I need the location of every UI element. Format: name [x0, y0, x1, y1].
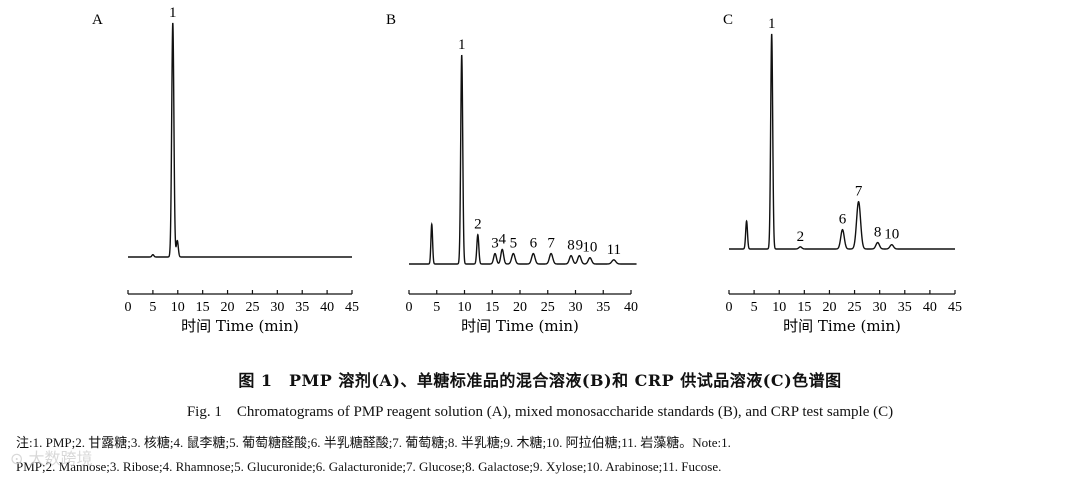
chromatogram-trace	[729, 33, 955, 250]
x-tick-label: 20	[513, 300, 527, 315]
x-tick-label: 25	[245, 300, 259, 315]
figure-note-line-1: 注:1. PMP;2. 甘露糖;3. 核糖;4. 鼠李糖;5. 葡萄糖醛酸;6.…	[16, 435, 731, 450]
x-tick-label: 30	[569, 300, 583, 315]
peak-label: 1	[768, 16, 776, 32]
x-tick-label: 20	[221, 300, 235, 315]
x-tick-label: 5	[751, 300, 758, 315]
x-tick-label: 45	[948, 300, 962, 315]
peak-label: 6	[839, 212, 847, 228]
chromatogram-trace	[128, 22, 352, 258]
x-tick-label: 15	[797, 300, 811, 315]
peak-label: 1	[169, 5, 177, 21]
peak-label: 4	[498, 231, 506, 247]
peak-label: 6	[530, 236, 538, 252]
x-tick-label: 40	[320, 300, 334, 315]
x-tick-label: 30	[270, 300, 284, 315]
peak-label: 7	[547, 236, 555, 252]
x-axis-title: 时间 Time (min)	[181, 317, 299, 335]
peak-label: 1	[458, 37, 466, 53]
peak-label: 3	[491, 236, 499, 252]
peak-label: 2	[797, 229, 805, 245]
x-tick-label: 15	[196, 300, 210, 315]
watermark-logo: ⊙ 大数跨境	[10, 449, 93, 468]
peak-label: 7	[855, 184, 863, 200]
peak-label: 2	[474, 217, 482, 233]
panel-label: C	[723, 12, 733, 28]
x-tick-label: 0	[406, 300, 413, 315]
figure-caption-english: Fig. 1 Chromatograms of PMP reagent solu…	[186, 404, 894, 420]
x-tick-label: 10	[458, 300, 472, 315]
x-tick-label: 40	[923, 300, 937, 315]
chromatogram-trace	[409, 54, 637, 265]
x-tick-label: 15	[485, 300, 499, 315]
x-tick-label: 5	[433, 300, 440, 315]
peak-label: 10	[582, 240, 597, 256]
x-tick-label: 0	[125, 300, 132, 315]
panel-label: B	[386, 12, 396, 28]
x-tick-label: 25	[541, 300, 555, 315]
x-tick-label: 10	[171, 300, 185, 315]
x-tick-label: 40	[624, 300, 638, 315]
x-tick-label: 35	[295, 300, 309, 315]
peak-label: 11	[607, 242, 621, 258]
x-tick-label: 35	[596, 300, 610, 315]
x-tick-label: 30	[873, 300, 887, 315]
peak-label: 10	[884, 227, 899, 243]
x-tick-label: 35	[898, 300, 912, 315]
figure-caption-chinese: 图 1 PMP 溶剂(A)、单糖标准品的混合溶液(B)和 CRP 供试品溶液(C…	[238, 371, 842, 390]
figure-note-line-2: PMP;2. Mannose;3. Ribose;4. Rhamnose;5. …	[16, 459, 722, 474]
x-tick-label: 10	[772, 300, 786, 315]
x-tick-label: 45	[345, 300, 359, 315]
x-axis-title: 时间 Time (min)	[783, 317, 901, 335]
x-tick-label: 0	[726, 300, 733, 315]
peak-label: 5	[510, 236, 518, 252]
x-axis-title: 时间 Time (min)	[461, 317, 579, 335]
peak-label: 9	[576, 238, 584, 254]
x-tick-label: 20	[822, 300, 836, 315]
peak-label: 8	[567, 238, 575, 254]
x-tick-label: 25	[848, 300, 862, 315]
peak-label: 8	[874, 225, 882, 241]
panel-label: A	[92, 12, 103, 28]
x-tick-label: 5	[149, 300, 156, 315]
